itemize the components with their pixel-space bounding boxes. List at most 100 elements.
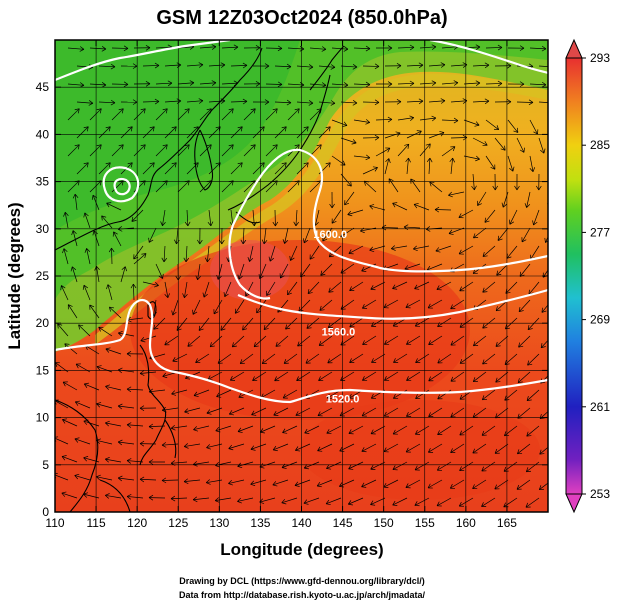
stream-segment [340,137,357,144]
stream-arrowhead [209,342,215,348]
stream-segment [494,443,509,454]
stream-segment [327,353,342,364]
stream-segment [74,194,78,211]
stream-segment [208,64,225,67]
stream-arrowhead [436,501,442,507]
stream-arrowhead [316,481,322,488]
stream-arrowhead [505,288,511,294]
stream-segment [185,245,188,262]
stream-arrowhead [308,100,314,106]
stream-arrowhead [413,203,419,209]
stream-arrowhead [371,358,377,363]
stream-arrowhead [154,281,159,288]
stream-segment [193,497,210,501]
stream-segment [428,100,445,103]
stream-arrowhead [206,144,212,150]
stream-segment [472,173,475,190]
stream-arrowhead [369,204,375,210]
stream-arrowhead [437,322,443,327]
stream-arrowhead [414,284,420,290]
stream-segment [362,299,377,309]
stream-arrowhead [415,394,421,399]
stream-arrowhead [105,126,111,132]
stream-segment [527,317,540,330]
stream-arrowhead [495,341,501,347]
stream-segment [89,47,106,50]
stream-arrowhead [206,444,212,450]
stream-segment [526,461,540,473]
stream-segment [482,317,496,329]
stream-segment [370,281,386,290]
stream-arrowhead [139,440,145,447]
stream-arrowhead [145,44,151,51]
stream-arrowhead [317,446,323,452]
stream-arrowhead [392,429,398,435]
stream-arrowhead [475,44,481,50]
stream-segment [554,246,561,260]
stream-arrowhead [244,291,250,297]
stream-segment [494,137,506,151]
stream-arrowhead [439,131,445,137]
stream-segment [309,47,326,50]
stream-segment [340,101,357,104]
stream-arrowhead [370,429,376,435]
stream-arrowhead [176,62,182,68]
stream-segment [263,317,276,330]
stream-arrowhead [541,45,547,52]
stream-segment [85,345,100,355]
stream-segment [295,407,311,416]
height-contours [55,40,548,404]
stream-segment [67,180,80,193]
stream-segment [96,266,100,283]
stream-arrowhead [261,359,267,364]
stream-segment [250,479,267,485]
stream-arrowhead [526,431,532,437]
stream-segment [331,155,346,166]
y-tick-label: 25 [36,269,50,283]
stream-arrowhead [118,180,124,186]
stream-arrowhead [392,321,398,327]
stream-segment [419,117,436,121]
stream-arrowhead [172,357,178,363]
stream-segment [195,353,210,363]
stream-segment [481,461,496,472]
stream-arrowhead [145,80,151,87]
stream-arrowhead [506,63,512,69]
stream-arrowhead [414,321,420,327]
credit-drawing: Drawing by DCL (https://www.gfd-dennou.o… [179,576,425,586]
stream-segment [199,82,216,85]
stream-segment [473,227,487,239]
stream-arrowhead [139,405,145,411]
stream-segment [199,46,216,49]
stream-arrowhead [272,445,278,452]
stream-arrowhead [193,162,199,168]
stream-arrowhead [297,341,303,347]
stream-arrowhead [392,465,398,471]
stream-segment [529,83,546,86]
stream-segment [140,335,157,342]
stream-arrowhead [300,272,306,278]
stream-segment [370,425,386,435]
stream-arrowhead [524,203,531,208]
stream-arrowhead [343,46,349,52]
stream-arrowhead [435,247,441,253]
stream-arrowhead [406,411,412,417]
stream-segment [381,227,399,229]
stream-arrowhead [299,46,305,52]
stream-segment [274,101,291,104]
stream-arrowhead [228,479,233,486]
stream-arrowhead [403,224,409,230]
stream-segment [208,162,221,175]
stream-arrowhead [553,255,557,260]
stream-segment [331,119,348,126]
contour-label: 1520.0 [326,393,360,405]
stream-segment [107,284,113,301]
stream-segment [397,46,415,49]
colorbar-label: 277 [590,225,610,239]
stream-segment [55,362,69,373]
stream-segment [75,401,91,409]
x-tick-label: 150 [374,516,394,530]
stream-arrowhead [347,210,353,217]
stream-arrowhead [286,99,292,106]
stream-arrowhead [96,474,101,481]
